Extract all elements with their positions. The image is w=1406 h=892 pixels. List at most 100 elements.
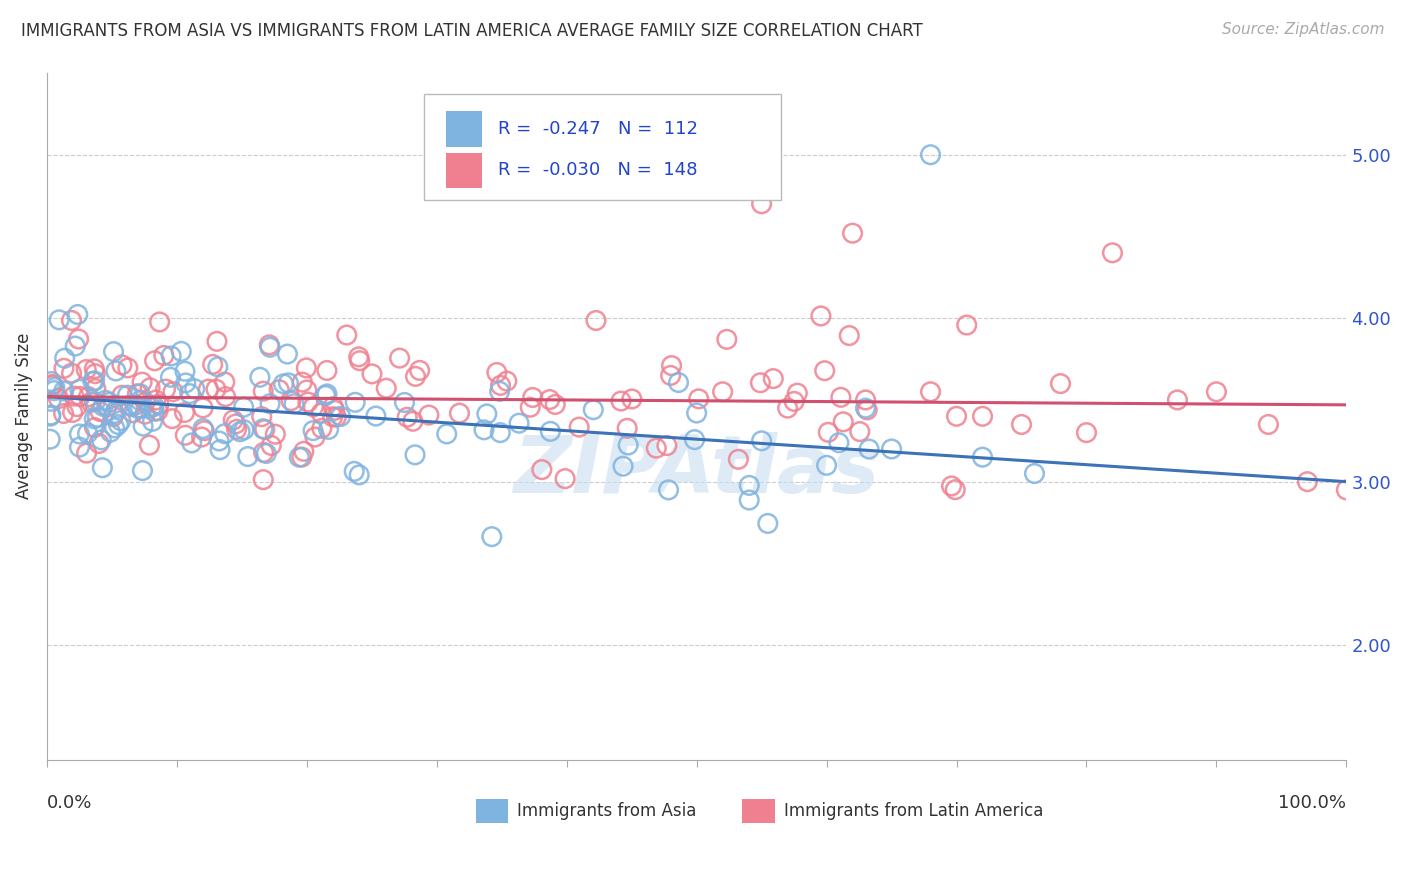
Point (302, 424, 325, 438)
Point (69, 382, 91, 396)
Point (98, 395, 121, 409)
Point (856, 403, 879, 417)
Point (295, 360, 318, 375)
Point (727, 452, 749, 467)
Point (716, 332, 738, 346)
Point (855, 401, 877, 416)
Point (225, 417, 247, 431)
Point (941, 479, 963, 493)
Point (1024, 467, 1046, 481)
Point (920, 147, 942, 161)
Point (436, 426, 458, 441)
Point (388, 351, 411, 365)
Point (208, 434, 231, 448)
Point (508, 416, 530, 430)
Point (449, 406, 471, 420)
Point (920, 384, 942, 399)
Point (170, 344, 193, 359)
Point (65, 339, 87, 353)
Text: Immigrants from Latin America: Immigrants from Latin America (783, 802, 1043, 820)
Point (233, 423, 256, 437)
Point (179, 386, 201, 401)
Point (617, 438, 640, 452)
Point (104, 421, 127, 435)
Point (1166, 392, 1188, 407)
Point (145, 392, 167, 407)
Point (325, 410, 347, 425)
Point (111, 388, 134, 402)
Point (60, 313, 83, 327)
Point (104, 364, 127, 378)
Point (645, 441, 668, 455)
Point (657, 483, 679, 497)
Point (762, 371, 785, 385)
Point (131, 375, 153, 389)
Point (751, 434, 773, 448)
Point (582, 402, 605, 417)
Point (39, 409, 62, 424)
Point (347, 350, 370, 364)
Point (190, 430, 212, 444)
Point (343, 464, 366, 478)
Point (69, 427, 91, 442)
Point (817, 425, 839, 440)
Point (214, 426, 236, 441)
Point (538, 392, 561, 407)
Text: R =  -0.247   N =  112: R = -0.247 N = 112 (498, 120, 697, 138)
Point (489, 378, 512, 392)
Point (402, 414, 425, 428)
Point (495, 374, 517, 388)
Text: IMMIGRANTS FROM ASIA VS IMMIGRANTS FROM LATIN AMERICA AVERAGE FAMILY SIZE CORREL: IMMIGRANTS FROM ASIA VS IMMIGRANTS FROM … (21, 22, 922, 40)
Point (292, 444, 315, 458)
Point (283, 397, 305, 411)
Point (162, 384, 184, 399)
Point (314, 388, 336, 402)
Point (1049, 376, 1071, 391)
Point (122, 406, 145, 420)
Point (117, 360, 139, 375)
Point (67, 332, 90, 346)
Point (838, 328, 860, 343)
Point (336, 328, 359, 343)
Point (738, 478, 761, 492)
Point (668, 376, 690, 390)
Point (475, 407, 498, 421)
Point (554, 472, 576, 486)
Point (956, 318, 979, 332)
Point (364, 409, 387, 423)
Point (519, 401, 541, 415)
Point (659, 368, 682, 383)
Point (143, 353, 166, 368)
Point (66, 400, 89, 414)
Point (815, 458, 838, 473)
Point (111, 358, 134, 372)
Point (685, 406, 707, 420)
Point (129, 387, 152, 401)
Point (143, 399, 166, 413)
Point (344, 395, 367, 409)
Point (655, 438, 678, 452)
Point (280, 393, 302, 408)
Point (408, 363, 430, 377)
Point (264, 427, 287, 442)
Point (276, 347, 298, 361)
Point (193, 424, 215, 438)
Point (41, 378, 63, 392)
Point (880, 442, 903, 456)
Point (214, 375, 236, 389)
Point (249, 370, 271, 384)
Point (972, 409, 994, 424)
Point (118, 398, 141, 412)
Point (810, 309, 832, 323)
Point (222, 413, 245, 427)
Point (174, 428, 197, 442)
Point (661, 359, 683, 373)
Point (252, 473, 274, 487)
Point (259, 338, 281, 352)
Point (309, 406, 332, 420)
Point (1205, 384, 1227, 399)
Point (141, 401, 163, 415)
Point (318, 422, 340, 436)
Text: 0.0%: 0.0% (46, 794, 93, 812)
Point (63, 389, 86, 403)
